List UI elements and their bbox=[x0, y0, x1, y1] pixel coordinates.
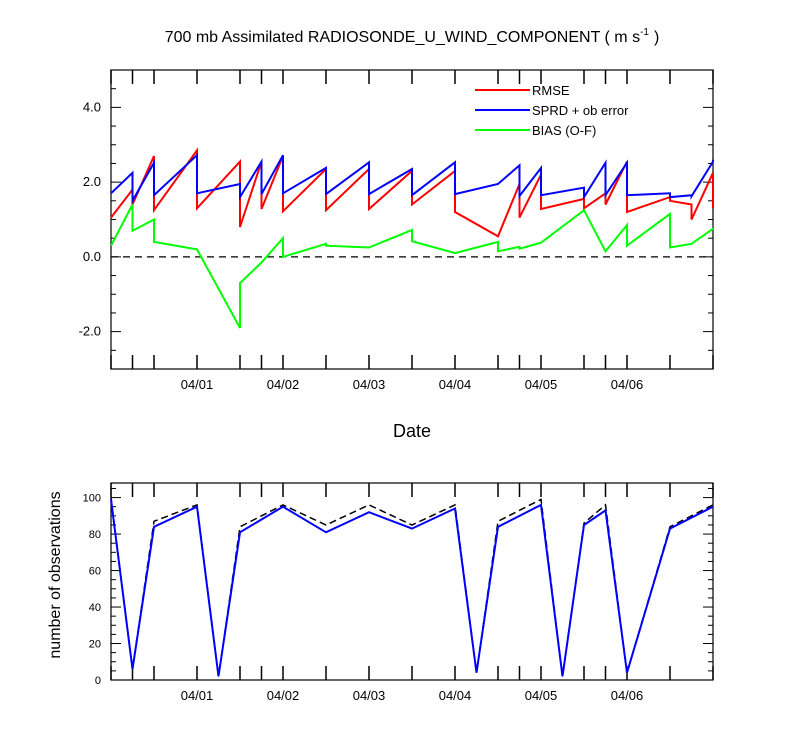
y-tick-label: 100 bbox=[83, 493, 101, 505]
y-tick-label: -2.0 bbox=[79, 324, 101, 339]
y-tick-label: 4.0 bbox=[83, 99, 101, 114]
x-axis-label: Date bbox=[393, 421, 431, 441]
plot-frame bbox=[110, 482, 714, 681]
y-tick-label: 60 bbox=[89, 566, 101, 578]
top-chart-panel: 700 mb Assimilated RADIOSONDE_U_WIND_COM… bbox=[79, 27, 714, 441]
y-tick-label: 2.0 bbox=[83, 174, 101, 189]
x-tick-label: 04/04 bbox=[439, 688, 472, 703]
x-tick-label: 04/06 bbox=[611, 377, 644, 392]
y-tick-label: 40 bbox=[89, 602, 101, 614]
plot-frame-top bbox=[110, 69, 714, 370]
tick-labels-bottom: 0 20 40 60 80 100 04/01 04/02 04/03 04/04 04/05 04/… bbox=[83, 493, 644, 703]
x-tick-label: 04/03 bbox=[353, 688, 386, 703]
x-tick-label: 04/04 bbox=[439, 377, 472, 392]
y-tick-label: 20 bbox=[89, 639, 101, 651]
x-tick-label: 04/05 bbox=[525, 688, 558, 703]
y-axis-label: number of observations bbox=[47, 491, 64, 658]
x-tick-label: 04/01 bbox=[181, 377, 214, 392]
series-line-assimilated bbox=[110, 499, 714, 677]
legend-label: RMSE bbox=[532, 83, 570, 98]
chart-title: 700 mb Assimilated RADIOSONDE_U_WIND_COM… bbox=[165, 27, 660, 46]
legend-label: SPRD + ob error bbox=[532, 103, 629, 118]
tick-labels-top: -2.0 0.0 2.0 4.0 04/01 04/02 04/03 04/04 04/05 04… bbox=[79, 99, 644, 392]
x-tick-label: 04/03 bbox=[353, 377, 386, 392]
y-tick-label: 80 bbox=[89, 529, 101, 541]
y-tick-label: 0 bbox=[95, 675, 101, 687]
series-line-rmse bbox=[110, 147, 714, 238]
y-tick-label: 0.0 bbox=[83, 249, 101, 264]
x-tick-label: 04/01 bbox=[181, 688, 214, 703]
x-tick-label: 04/02 bbox=[267, 377, 300, 392]
series-group-bottom bbox=[110, 497, 714, 677]
series-line-possible bbox=[110, 497, 714, 677]
series-line-bias-o-f bbox=[110, 204, 714, 329]
x-tick-label: 04/05 bbox=[525, 377, 558, 392]
x-tick-label: 04/02 bbox=[267, 688, 300, 703]
plot-frame-bottom bbox=[110, 482, 714, 681]
legend-label: BIAS (O-F) bbox=[532, 123, 596, 138]
bottom-chart-panel: number of observations 0 20 40 60 80 100 04/01… bbox=[47, 482, 714, 703]
x-tick-label: 04/06 bbox=[611, 688, 644, 703]
series-line-sprd-ob-error bbox=[110, 152, 714, 205]
series-group-top bbox=[110, 147, 714, 329]
legend: RMSE SPRD + ob error BIAS (O-F) bbox=[475, 83, 629, 138]
